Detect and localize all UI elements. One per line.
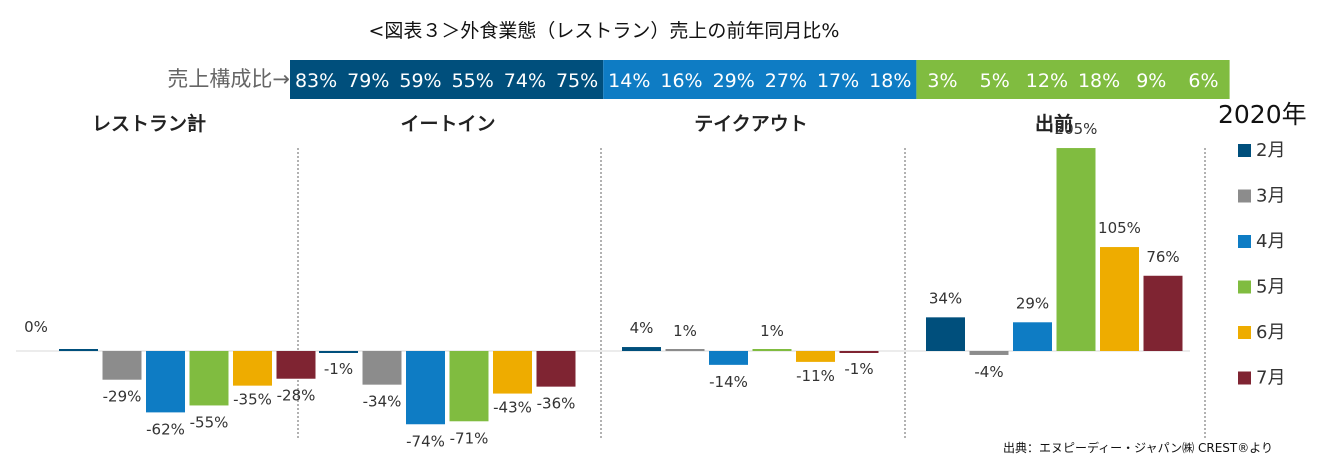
bar [665, 349, 705, 351]
share-value: 74% [504, 70, 546, 92]
data-label: -74% [406, 432, 445, 450]
data-label: -1% [324, 360, 353, 378]
data-label: -14% [709, 373, 748, 391]
data-label: -36% [537, 395, 576, 413]
group-label: イートイン [400, 113, 495, 135]
bars [59, 148, 1183, 425]
share-value: 83% [295, 70, 337, 92]
bar [709, 351, 748, 365]
share-value: 18% [1078, 70, 1120, 92]
bar [319, 351, 358, 353]
share-value: 9% [1136, 70, 1166, 92]
bar [406, 351, 445, 425]
bar [536, 351, 576, 387]
data-label: -29% [103, 388, 142, 406]
bar [146, 351, 185, 413]
share-prefix: 売上構成比→ [167, 67, 290, 91]
share-value: 59% [399, 70, 441, 92]
bar [839, 351, 879, 353]
bar [926, 317, 965, 351]
bar [362, 351, 402, 385]
group-label: 出前 [1035, 112, 1073, 135]
share-value: 55% [452, 70, 494, 92]
legend-label: 4月 [1256, 231, 1285, 252]
bar [276, 351, 316, 379]
share-segment-3 [916, 60, 1230, 99]
bar [752, 349, 792, 351]
data-label: -55% [190, 413, 229, 431]
share-value: 17% [817, 70, 859, 92]
data-label: 29% [1016, 294, 1049, 312]
legend-label: 3月 [1256, 186, 1285, 207]
data-label: -11% [796, 367, 835, 385]
legend-swatch [1238, 280, 1251, 294]
data-label: -35% [233, 391, 272, 409]
group-label: テイクアウト [694, 113, 808, 135]
separators [297, 148, 1206, 440]
legend-swatch [1238, 144, 1251, 157]
bar [1056, 148, 1096, 351]
data-label: 4% [630, 319, 654, 337]
bar [233, 351, 272, 386]
bar [1143, 275, 1183, 351]
legend-swatch [1238, 189, 1251, 203]
share-segment-2 [603, 60, 917, 99]
share-value: 14% [608, 70, 650, 92]
bar [1013, 322, 1052, 351]
share-value: 75% [556, 70, 598, 92]
data-label: -62% [146, 420, 185, 438]
legend: 2020年 2月 3月 4月 5月 6月 7月 [1218, 100, 1307, 389]
bar [1100, 247, 1139, 351]
share-band: 83% 79% 59% 55% 74% 75% 14% 16% 29% 27% 17% 18% 3% 5%… [290, 60, 1230, 99]
share-value: 79% [347, 70, 389, 92]
share-segment-1 [290, 60, 604, 99]
group-labels: レストラン計 イートイン テイクアウト 出前 [92, 112, 1073, 135]
legend-label: 7月 [1256, 368, 1285, 389]
bar [796, 351, 835, 362]
data-label: 105% [1098, 219, 1141, 237]
data-label: -34% [363, 393, 402, 411]
legend-swatch [1238, 326, 1251, 339]
data-labels: 0% -1% 4% 34% -29% -34% 1% -4% -62% -74% -14% 29% -5… [24, 120, 1180, 450]
legend-swatch [1238, 235, 1251, 248]
share-value: 5% [980, 70, 1010, 92]
data-label: -43% [493, 399, 532, 417]
data-label: 76% [1146, 248, 1179, 266]
data-label: 1% [673, 322, 697, 340]
share-value: 18% [869, 70, 911, 92]
legend-swatch [1238, 371, 1251, 385]
bar [189, 351, 229, 406]
chart-title: <図表３＞外食業態（レストラン）売上の前年同月比% [369, 20, 840, 42]
data-label: 0% [24, 318, 48, 336]
data-label: -4% [974, 363, 1003, 381]
group-label: レストラン計 [92, 112, 206, 135]
share-value: 27% [765, 70, 807, 92]
share-value: 12% [1026, 70, 1068, 92]
bar [969, 351, 1009, 355]
bar [102, 351, 142, 380]
data-label: 34% [929, 289, 962, 307]
data-label: -28% [277, 387, 316, 405]
legend-label: 2月 [1256, 140, 1285, 161]
share-value: 29% [713, 70, 755, 92]
legend-label: 5月 [1256, 277, 1285, 298]
share-value: 16% [660, 70, 702, 92]
bar [493, 351, 532, 394]
data-label: 1% [760, 322, 784, 340]
bar [622, 347, 661, 351]
share-value: 3% [927, 70, 957, 92]
source-note: 出典：エヌピーディー・ジャパン㈱ CREST®より [1003, 440, 1273, 455]
data-label: 205% [1055, 120, 1098, 138]
bar [59, 349, 98, 351]
data-label: -71% [450, 429, 489, 447]
bar [449, 351, 489, 422]
share-value: 6% [1188, 70, 1218, 92]
data-label: -1% [844, 360, 873, 378]
legend-title: 2020年 [1218, 100, 1307, 129]
legend-label: 6月 [1256, 322, 1285, 343]
